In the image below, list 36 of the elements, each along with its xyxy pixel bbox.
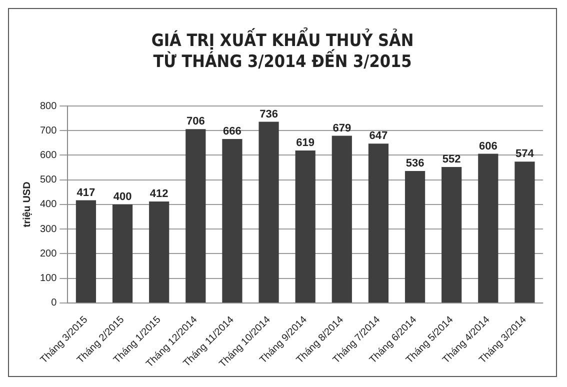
data-label: 679 — [332, 122, 352, 134]
data-label: 666 — [223, 126, 242, 138]
data-label: 552 — [442, 154, 461, 166]
bar — [404, 170, 426, 302]
bar — [112, 204, 133, 302]
data-label: 606 — [478, 140, 498, 152]
y-axis-title: triệu USD — [22, 182, 33, 228]
data-label: 647 — [369, 130, 388, 142]
data-label: 574 — [516, 148, 535, 160]
y-tick-label: 300 — [40, 224, 58, 235]
y-tick-label: 200 — [40, 248, 58, 260]
data-label: 417 — [76, 186, 96, 199]
data-label: 400 — [113, 191, 132, 203]
y-tick-label: 800 — [40, 100, 58, 112]
y-tick-label: 100 — [40, 273, 58, 284]
bar — [514, 162, 535, 302]
bar — [222, 138, 242, 302]
y-tick-label: 500 — [40, 174, 58, 186]
y-tick-label: 600 — [40, 150, 58, 161]
bar — [258, 122, 279, 302]
data-label: 536 — [406, 158, 424, 170]
bar — [295, 150, 316, 302]
bar — [186, 129, 206, 302]
data-label: 736 — [260, 108, 278, 120]
y-tick-label: 0 — [51, 298, 58, 309]
data-label: 619 — [296, 137, 315, 150]
y-tick-label: 700 — [40, 125, 58, 136]
bar — [332, 136, 352, 302]
bar — [442, 167, 462, 302]
bar — [76, 200, 96, 302]
bar — [149, 202, 170, 302]
data-label: 412 — [150, 188, 168, 200]
bar — [478, 154, 498, 302]
bar — [368, 144, 389, 302]
data-label: 706 — [186, 116, 205, 128]
y-tick-label: 400 — [40, 199, 58, 210]
